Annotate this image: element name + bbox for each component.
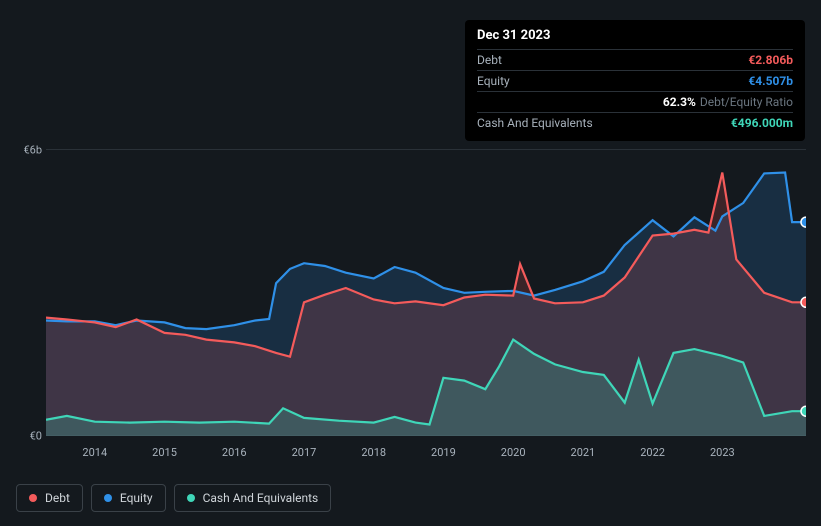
tooltip-row-secondary: Debt/Equity Ratio	[700, 95, 793, 109]
tooltip-row: Cash And Equivalents€496.000m	[477, 112, 793, 133]
series-marker-icon	[801, 297, 806, 307]
tooltip-row-label: Debt	[477, 53, 748, 67]
series-marker-icon	[801, 217, 806, 227]
legend-label: Equity	[120, 491, 153, 505]
tooltip-row-value: €496.000m	[731, 116, 793, 130]
x-axis-label: 2016	[222, 446, 247, 459]
chart-plot[interactable]	[46, 140, 806, 436]
x-axis-label: 2014	[82, 446, 107, 459]
chart-legend: Debt Equity Cash And Equivalents	[16, 484, 331, 512]
tooltip-row-value: €4.507b	[748, 74, 793, 88]
x-axis-label: 2019	[431, 446, 456, 459]
series-marker-icon	[801, 406, 806, 416]
legend-label: Debt	[45, 491, 70, 505]
x-axis: 2014 2015 2016 2017 2018 2019 2020 2021 2022 2023	[46, 446, 806, 464]
tooltip-row-label	[477, 95, 663, 109]
legend-label: Cash And Equivalents	[203, 491, 319, 505]
legend-item[interactable]: Debt	[16, 484, 83, 512]
legend-item[interactable]: Equity	[91, 484, 166, 512]
tooltip-rows: Debt€2.806bEquity€4.507b62.3%Debt/Equity…	[477, 49, 793, 133]
y-axis-label: €6b	[23, 143, 42, 156]
tooltip-row-label: Equity	[477, 74, 748, 88]
legend-item[interactable]: Cash And Equivalents	[174, 484, 332, 512]
tooltip-title: Dec 31 2023	[477, 28, 793, 49]
x-axis-label: 2018	[361, 446, 386, 459]
chart-container: €6b€0 2014201520162017201820192020202120…	[0, 0, 821, 526]
x-axis-label: 2020	[501, 446, 526, 459]
y-axis-label: €0	[30, 430, 42, 443]
x-axis-label: 2017	[292, 446, 317, 459]
tooltip-row: Debt€2.806b	[477, 49, 793, 70]
x-axis-label: 2021	[571, 446, 596, 459]
tooltip-row: Equity€4.507b	[477, 70, 793, 91]
tooltip-row-value: 62.3%Debt/Equity Ratio	[663, 95, 793, 109]
tooltip-row-value: €2.806b	[748, 53, 793, 67]
y-axis: €6b €0	[0, 0, 44, 526]
x-axis-label: 2022	[640, 446, 665, 459]
x-axis-label: 2023	[710, 446, 735, 459]
tooltip-row: 62.3%Debt/Equity Ratio	[477, 91, 793, 112]
x-axis-label: 2015	[152, 446, 177, 459]
legend-dot-icon	[187, 494, 195, 502]
chart-tooltip: Dec 31 2023 Debt€2.806bEquity€4.507b62.3…	[465, 20, 805, 141]
legend-dot-icon	[104, 494, 112, 502]
tooltip-row-label: Cash And Equivalents	[477, 116, 731, 130]
legend-dot-icon	[29, 494, 37, 502]
